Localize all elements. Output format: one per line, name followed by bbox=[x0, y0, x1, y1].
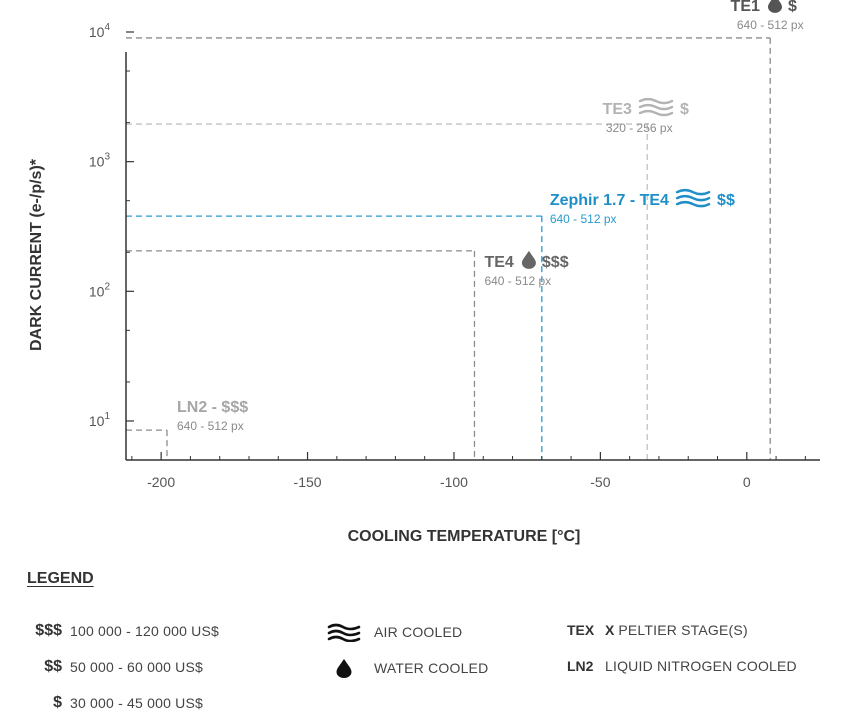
cost-symbol: $$$ bbox=[35, 622, 62, 639]
legend-cost-row: $ 30 000 - 45 000 US$ bbox=[22, 694, 203, 712]
legend-title: LEGEND bbox=[27, 570, 94, 587]
code-variable: X bbox=[605, 622, 615, 638]
air-waves-icon bbox=[638, 97, 674, 117]
legend-cost-row: $$$ 100 000 - 120 000 US$ bbox=[22, 622, 219, 640]
series-te3: TE3 $320 - 256 px bbox=[126, 97, 689, 460]
y-tick-label: 102 bbox=[89, 281, 111, 299]
x-axis-title: COOLING TEMPERATURE [°C] bbox=[348, 528, 581, 545]
series-resolution: 640 - 512 px bbox=[550, 212, 617, 226]
cost-range: 100 000 - 120 000 US$ bbox=[70, 623, 219, 639]
series-label: LN2 - $$$ bbox=[177, 399, 248, 416]
x-tick-label: -200 bbox=[147, 474, 175, 490]
x-tick-label: 0 bbox=[743, 474, 751, 490]
legend: LEGEND $$$ 100 000 - 120 000 US$ $$ 50 0… bbox=[0, 560, 843, 726]
series-label: Zephir 1.7 - TE4 bbox=[550, 192, 669, 209]
cost-range: 50 000 - 60 000 US$ bbox=[70, 659, 204, 675]
code-description: LIQUID NITROGEN COOLED bbox=[605, 658, 797, 674]
series-resolution: 320 - 256 px bbox=[606, 121, 673, 135]
series-cost: $$$ bbox=[542, 254, 569, 271]
series-layer: TE1 $640 - 512 px TE3 $320 - 256 px Zephir 1… bbox=[126, 0, 804, 460]
dark-current-chart: TE1 $640 - 512 px TE3 $320 - 256 px Zephir 1… bbox=[28, 0, 820, 545]
series-te1: TE1 $640 - 512 px bbox=[126, 0, 804, 460]
series-label: TE4 bbox=[484, 254, 513, 271]
code-label: TEX bbox=[567, 622, 595, 638]
y-tick-label: 101 bbox=[89, 411, 111, 429]
legend-cooling-row: AIR COOLED bbox=[326, 622, 462, 642]
x-tick-label: -100 bbox=[440, 474, 468, 490]
cost-symbol: $ bbox=[53, 694, 62, 711]
water-drop-icon bbox=[767, 0, 782, 13]
x-tick-label: -150 bbox=[294, 474, 322, 490]
y-tick-label: 104 bbox=[89, 22, 111, 40]
y-tick-label: 103 bbox=[89, 152, 111, 170]
cost-symbol: $$ bbox=[44, 658, 62, 675]
series-ln2: LN2 - $$$ 640 - 512 px bbox=[126, 399, 248, 460]
series-resolution: 640 - 512 px bbox=[177, 419, 244, 433]
y-axis-title: DARK CURRENT (e-/p/s)* bbox=[28, 158, 45, 351]
series-label: TE1 bbox=[731, 0, 760, 15]
legend-code-row: LN2 LIQUID NITROGEN COOLED bbox=[567, 658, 797, 674]
legend-code-row: TEX X PELTIER STAGE(S) bbox=[567, 622, 748, 638]
water-drop-icon bbox=[521, 250, 536, 269]
series-resolution: 640 - 512 px bbox=[484, 274, 551, 288]
series-cost: $ bbox=[680, 101, 689, 118]
series-zephir: Zephir 1.7 - TE4 $$ 640 - 512 px bbox=[126, 188, 735, 460]
cooling-label: WATER COOLED bbox=[374, 660, 489, 676]
code-label: LN2 bbox=[567, 658, 594, 674]
series-cost: $ bbox=[788, 0, 797, 15]
legend-cost-row: $$ 50 000 - 60 000 US$ bbox=[22, 658, 203, 676]
legend-cooling-row: WATER COOLED bbox=[326, 658, 488, 678]
cost-range: 30 000 - 45 000 US$ bbox=[70, 695, 204, 711]
cooling-label: AIR COOLED bbox=[374, 624, 463, 640]
air-waves-icon bbox=[675, 188, 711, 208]
series-cost: $$ bbox=[717, 192, 735, 209]
air-waves-icon bbox=[327, 623, 361, 642]
axes-layer: -200 -150 -100 -50 0 101 102 103 104 bbox=[89, 22, 820, 490]
water-drop-icon bbox=[336, 659, 352, 678]
code-description: PELTIER STAGE(S) bbox=[618, 622, 748, 638]
series-label: TE3 bbox=[603, 101, 632, 118]
x-tick-label: -50 bbox=[590, 474, 610, 490]
series-te4: TE4 $$$ 640 - 512 px bbox=[126, 250, 569, 460]
series-resolution: 640 - 512 px bbox=[737, 18, 804, 32]
